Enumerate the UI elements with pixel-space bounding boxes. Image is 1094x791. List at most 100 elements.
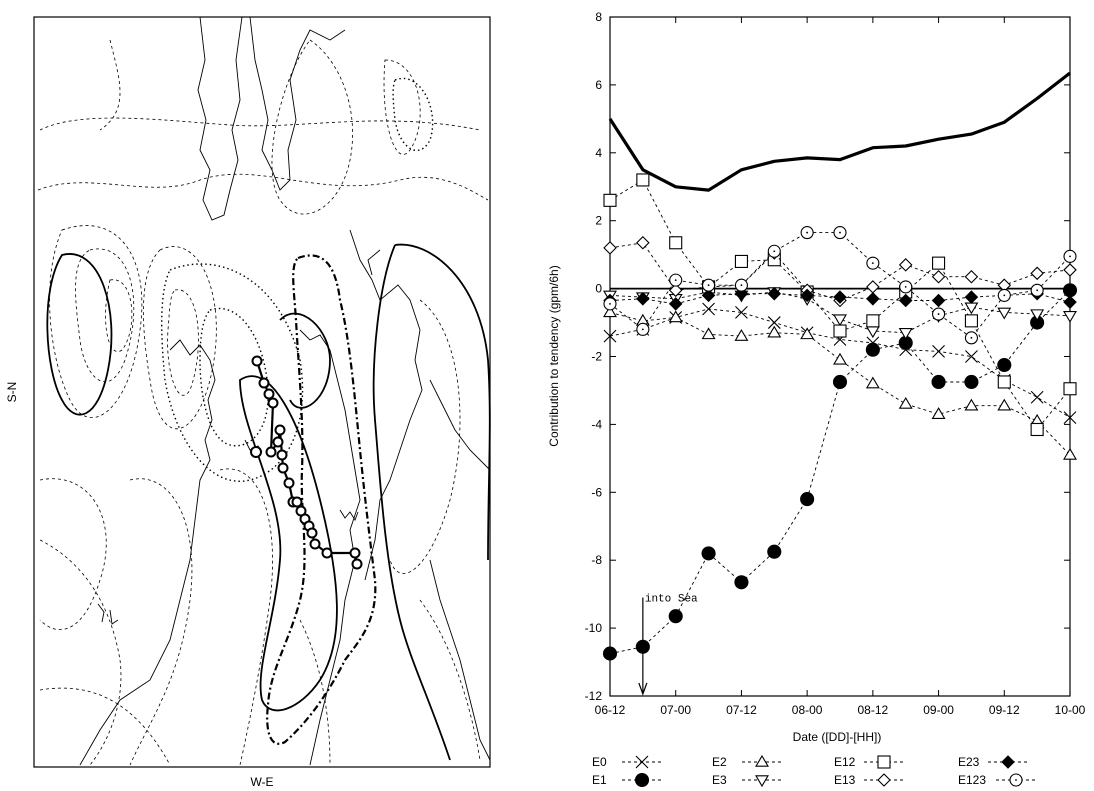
- x-tick-label: 08-12: [858, 703, 889, 717]
- point-E13: [964, 269, 979, 284]
- point-E123-dot: [609, 302, 611, 305]
- y-tick-label: 8: [595, 10, 602, 24]
- point-E2: [734, 329, 749, 341]
- y-tick-label: -6: [591, 485, 602, 499]
- y-tick-label: -10: [585, 621, 603, 635]
- series-line-E3: [609, 291, 1071, 334]
- legend-marker-E23: [1001, 755, 1015, 769]
- point-E0: [603, 329, 617, 343]
- map-coastlines: [79, 16, 491, 766]
- point-E12: [997, 375, 1011, 389]
- point-E23: [767, 286, 782, 301]
- point-E123-dot: [773, 250, 776, 253]
- point-E23: [964, 290, 979, 304]
- point-E13: [1030, 266, 1044, 281]
- point-E2: [1063, 447, 1077, 460]
- chart-axes: -12 -10 -8 -6 -4 -2 0 2 4 6 8 06-12 07-00 07-12 08-00 0…: [585, 10, 1086, 717]
- point-E3: [997, 307, 1012, 320]
- point-E2: [833, 352, 847, 365]
- legend-marker-E12: [877, 755, 891, 769]
- point-E13: [898, 258, 913, 272]
- legend-label-E123: E123: [958, 773, 986, 787]
- point-E23: [668, 297, 683, 311]
- legend-label-E1: E1: [592, 773, 607, 787]
- point-E23: [931, 293, 946, 308]
- point-E12: [669, 236, 683, 250]
- point-E12: [932, 256, 946, 270]
- point-E0: [735, 305, 748, 319]
- legend-label-E23: E23: [958, 755, 980, 769]
- point-E2: [701, 327, 716, 340]
- legend-item-E1: E1: [592, 772, 662, 788]
- chart-x-axis-label: Date ([DD]-[HH]): [793, 730, 882, 744]
- annotation-arrow-head: [638, 682, 648, 696]
- map-x-axis-label: W-E: [250, 775, 273, 789]
- point-E0: [702, 302, 715, 316]
- legend-label-E12: E12: [834, 755, 856, 769]
- series-E1: [602, 283, 1078, 661]
- chart-annotation: into Sea: [638, 594, 698, 696]
- y-tick-label: -4: [591, 417, 602, 431]
- point-E1: [1062, 283, 1078, 298]
- storm-track: [250, 355, 363, 570]
- point-E1: [602, 646, 618, 661]
- point-E2: [964, 398, 979, 411]
- point-E0: [965, 350, 978, 363]
- point-E123-dot: [904, 286, 907, 288]
- point-E1: [767, 544, 782, 559]
- point-E123-dot: [641, 328, 644, 331]
- map-dashdot-contour: [266, 254, 377, 745]
- legend-item-E23: E23: [958, 755, 1028, 769]
- point-E123-dot: [1036, 289, 1039, 292]
- legend-marker-E3: [755, 775, 769, 788]
- legend-label-E13: E13: [834, 773, 856, 787]
- legend-item-E13: E13: [834, 773, 904, 787]
- series-line-E2: [609, 311, 1071, 456]
- point-E12: [964, 314, 978, 328]
- series-E123: [603, 226, 1077, 345]
- point-E1: [668, 609, 683, 624]
- x-tick-label: 08-00: [792, 703, 823, 717]
- point-E2: [767, 325, 782, 338]
- point-E13: [668, 283, 683, 298]
- series-line-E13: [609, 242, 1071, 301]
- point-E1: [931, 374, 946, 390]
- series-E2: [603, 305, 1077, 460]
- point-E13: [636, 235, 650, 250]
- point-E12: [636, 173, 650, 187]
- point-E2: [931, 407, 946, 419]
- point-E13: [1063, 263, 1077, 277]
- chart-total: [608, 71, 1071, 192]
- point-E123-dot: [740, 284, 743, 287]
- point-E0: [1030, 390, 1044, 404]
- point-E2: [865, 376, 880, 389]
- x-tick-label: 09-00: [923, 703, 954, 717]
- point-E123-dot: [806, 231, 809, 234]
- point-E123-dot: [674, 279, 677, 282]
- x-tick-label: 07-00: [660, 703, 691, 717]
- x-tick-label: 09-12: [989, 703, 1020, 717]
- chart-series: [602, 173, 1078, 661]
- legend-label-E0: E0: [592, 755, 607, 769]
- point-E123-dot: [871, 262, 874, 265]
- map-y-axis-label: S-N: [5, 382, 19, 403]
- point-E2: [668, 310, 683, 323]
- point-E23: [898, 293, 913, 308]
- point-E1: [865, 342, 880, 357]
- series-line-E0: [609, 308, 1071, 418]
- point-E123-dot: [707, 284, 710, 287]
- point-E0: [767, 316, 781, 329]
- x-tick-label: 06-12: [595, 703, 626, 717]
- point-E13: [603, 241, 617, 255]
- legend-marker-E0: [635, 755, 649, 769]
- point-E12: [1063, 382, 1077, 396]
- legend-item-E0: E0: [592, 755, 662, 769]
- series-line-E23: [609, 293, 1071, 305]
- point-E1: [832, 374, 848, 390]
- point-E1: [964, 374, 979, 390]
- point-E23: [866, 292, 880, 306]
- point-E13: [931, 269, 946, 284]
- legend-marker-E2: [755, 754, 769, 767]
- point-E12: [833, 324, 847, 338]
